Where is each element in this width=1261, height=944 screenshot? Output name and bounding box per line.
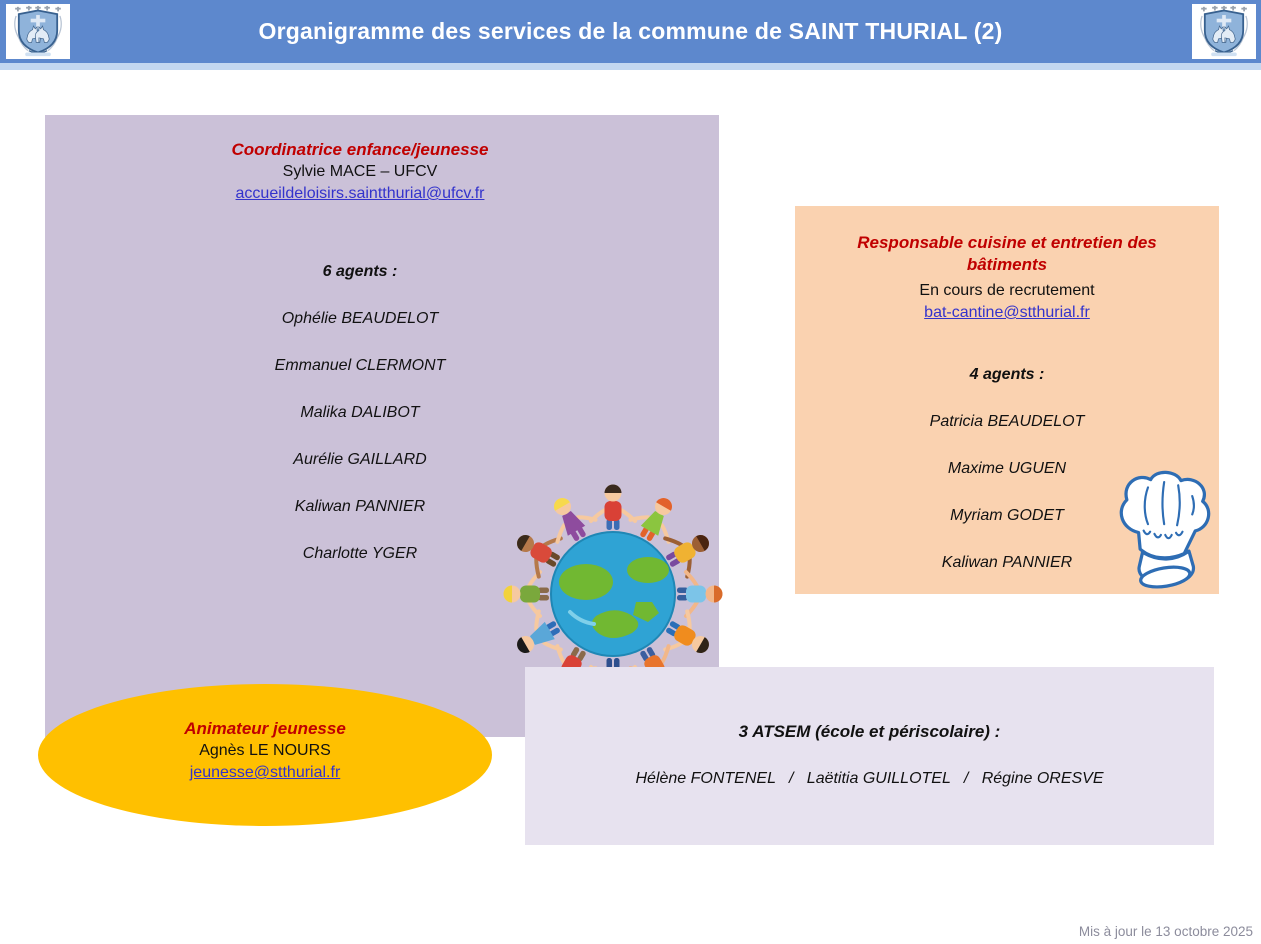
cuisine-title: Responsable cuisine et entretien des bât…: [857, 233, 1157, 274]
town-crest-icon: [6, 4, 70, 59]
agent-name: Kaliwan PANNIER: [941, 554, 1073, 571]
cuisine-agent-count: 4 agents :: [969, 366, 1045, 383]
cuisine-email-link[interactable]: bat-cantine@stthurial.fr: [924, 304, 1090, 321]
agent-name: Myriam GODET: [950, 507, 1064, 524]
coordinatrice-agent-count: 6 agents :: [322, 263, 398, 280]
chef-hat-icon: [1108, 468, 1216, 590]
animateur-email-link[interactable]: jeunesse@stthurial.fr: [189, 764, 341, 781]
atsem-names: Hélène FONTENEL / Laëtitia GUILLOTEL / R…: [635, 770, 1104, 787]
animateur-title: Animateur jeunesse: [184, 719, 346, 738]
coordinatrice-agent-list: Ophélie BEAUDELOT Emmanuel CLERMONT Mali…: [45, 308, 675, 565]
town-crest-icon: [1192, 4, 1256, 59]
agent-name: Maxime UGUEN: [947, 460, 1067, 477]
coordinatrice-title: Coordinatrice enfance/jeunesse: [231, 140, 489, 159]
agent-name: Malika DALIBOT: [300, 404, 420, 421]
coordinatrice-person: Sylvie MACE – UFCV: [282, 163, 438, 180]
page-title: Organigramme des services de la commune …: [258, 18, 1003, 44]
animateur-person: Agnès LE NOURS: [199, 742, 331, 759]
header-accent-strip: [0, 63, 1261, 70]
atsem-title: 3 ATSEM (école et périscolaire) :: [738, 722, 1001, 741]
coordinatrice-box: Coordinatrice enfance/jeunesse Sylvie MA…: [45, 115, 719, 737]
agent-name: Aurélie GAILLARD: [293, 451, 427, 468]
cuisine-person: En cours de recrutement: [919, 282, 1095, 299]
atsem-box: 3 ATSEM (école et périscolaire) : Hélène…: [525, 667, 1214, 845]
agent-name: Patricia BEAUDELOT: [929, 413, 1085, 430]
agent-name: Emmanuel CLERMONT: [274, 357, 446, 374]
title-bar: Organigramme des services de la commune …: [0, 0, 1261, 63]
cuisine-agent-list: Patricia BEAUDELOT Maxime UGUEN Myriam G…: [795, 411, 1219, 574]
agent-name: Kaliwan PANNIER: [294, 498, 426, 515]
agent-name: Ophélie BEAUDELOT: [281, 310, 439, 327]
last-updated-note: Mis à jour le 13 octobre 2025: [1078, 924, 1253, 939]
animateur-ellipse: Animateur jeunesse Agnès LE NOURS jeunes…: [38, 684, 492, 826]
agent-name: Charlotte YGER: [302, 545, 418, 562]
coordinatrice-email-link[interactable]: accueildeloisirs.saintthurial@ufcv.fr: [235, 185, 485, 202]
